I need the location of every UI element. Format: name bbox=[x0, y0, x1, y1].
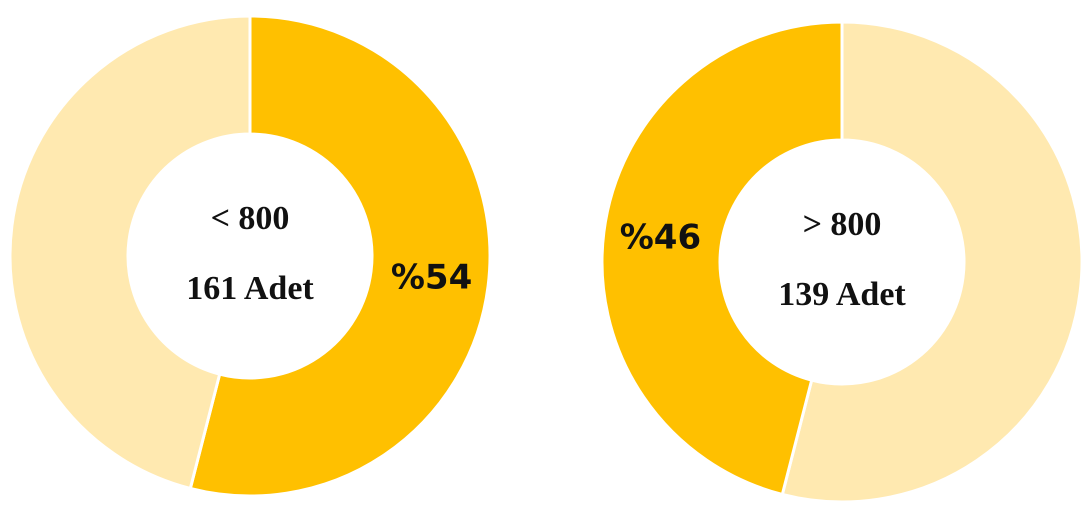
center-label: 139 Adet bbox=[778, 276, 906, 313]
donut-segment bbox=[8, 14, 252, 491]
donut-segment bbox=[780, 20, 1084, 504]
center-label: < 800 bbox=[211, 200, 290, 237]
donut-segment bbox=[600, 20, 844, 497]
center-label: > 800 bbox=[803, 206, 882, 243]
center-label: 161 Adet bbox=[186, 270, 314, 307]
percent-label: %46 bbox=[620, 218, 701, 258]
percent-label: %54 bbox=[391, 257, 472, 297]
donut-segment bbox=[188, 14, 492, 498]
